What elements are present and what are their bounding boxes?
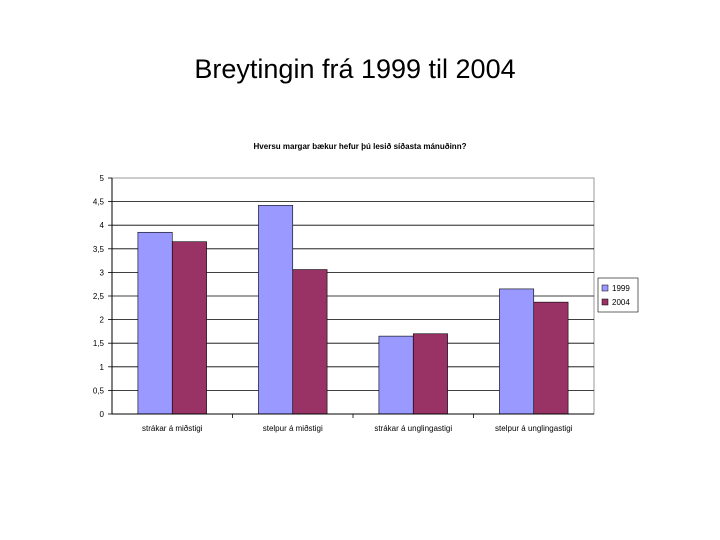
legend-swatch (601, 284, 609, 292)
y-tick-label: 0 (100, 410, 105, 419)
bar (533, 301, 569, 415)
y-tick-label: 0,5 (93, 386, 105, 395)
y-axis: 0 0,5 1 1,5 2 2,5 3 3,5 4 4,5 5 (93, 174, 113, 419)
bar (292, 269, 328, 415)
y-tick-label: 4 (100, 221, 105, 230)
y-tick-label: 2,5 (93, 292, 105, 301)
x-tick-label: strákar á miðstigi (142, 424, 203, 433)
legend-label: 1999 (612, 284, 630, 293)
x-tick-label: stelpur á unglingastigi (495, 424, 573, 433)
bar (412, 333, 448, 415)
bar (137, 231, 173, 415)
chart-title: Hversu margar bækur hefur þú lesið síðas… (254, 142, 467, 151)
y-tick-label: 1,5 (93, 339, 105, 348)
slide-title: Breytingin frá 1999 til 2004 (194, 54, 516, 84)
bar (499, 288, 535, 415)
y-tick-label: 4,5 (93, 198, 105, 207)
bar (378, 335, 414, 415)
legend-label: 2004 (612, 298, 630, 307)
y-tick-label: 5 (100, 174, 105, 183)
legend: 1999 2004 (597, 277, 639, 313)
bar (171, 241, 207, 415)
x-axis: strákar á miðstigi stelpur á miðstigi strá… (112, 413, 594, 433)
y-tick-label: 2 (100, 316, 105, 325)
legend-swatch (601, 298, 609, 306)
legend-box (597, 277, 639, 313)
bar (258, 205, 294, 415)
x-tick-label: strákar á unglingastigi (374, 424, 452, 433)
y-tick-label: 3 (100, 268, 105, 277)
y-tick-label: 1 (100, 363, 105, 372)
bars-group (137, 205, 569, 415)
y-tick-label: 3,5 (93, 245, 105, 254)
x-tick-label: stelpur á miðstigi (263, 424, 323, 433)
